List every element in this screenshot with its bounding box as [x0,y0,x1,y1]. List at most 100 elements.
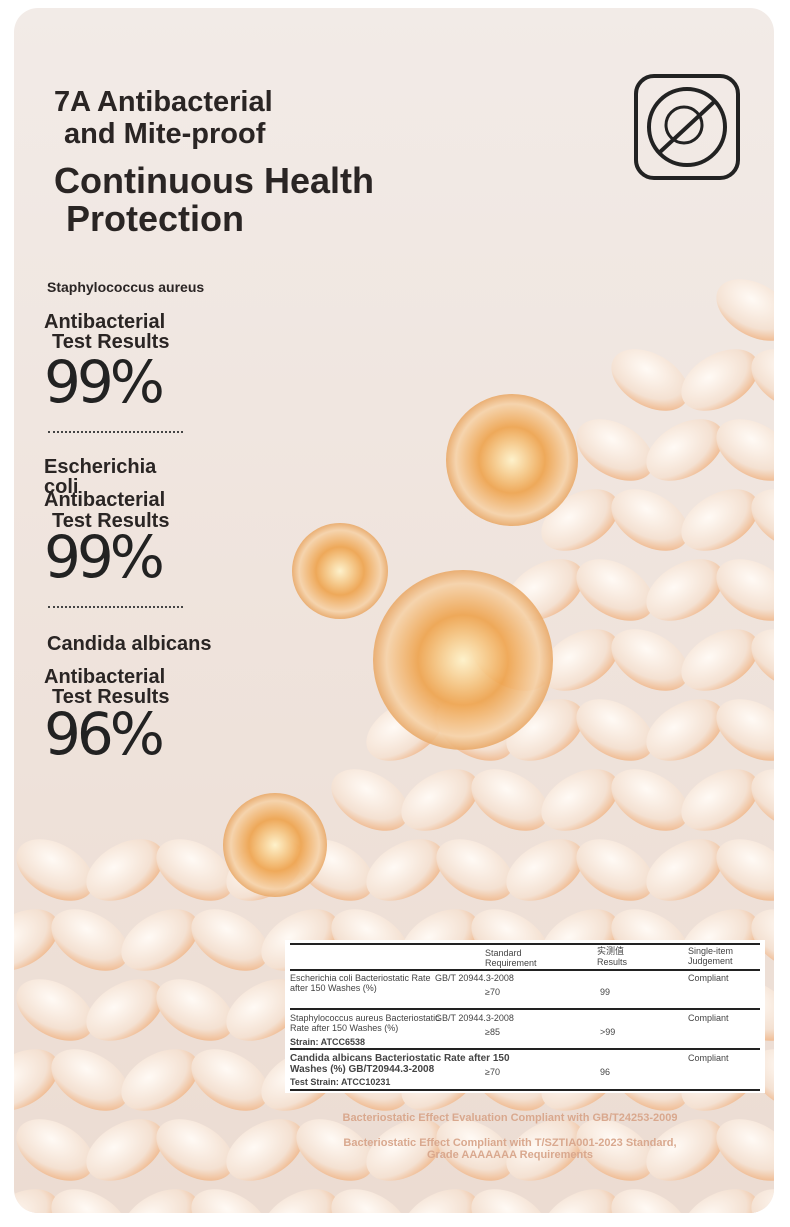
knit-decoration [86,1119,164,1181]
knit-decoration [751,769,774,831]
knit-decoration [541,769,619,831]
knit-decoration [16,839,94,901]
knit-decoration [681,489,759,551]
table-cell: GB/T 20944.3-2008 [435,973,514,983]
knit-decoration [51,1049,129,1111]
knit-decoration [681,349,759,411]
knit-decoration [156,1119,234,1181]
knit-decoration [16,1119,94,1181]
knit-decoration [16,979,94,1041]
knit-decoration [776,686,790,773]
knit-decoration [261,1189,339,1213]
knit-decoration [401,1189,479,1213]
table-cell: >99 [600,1027,616,1037]
label: Test Results [52,331,170,353]
knit-decoration [576,1119,654,1181]
knit-decoration [436,1119,514,1181]
knit-decoration [716,1119,774,1181]
title: 7A Antibacterial [54,86,273,118]
knit-decoration [776,966,790,1053]
result-value: 99% [44,348,165,416]
label: Antibacterial [44,489,166,511]
knit-decoration [226,1119,304,1181]
divider [48,431,183,433]
knit-decoration [296,1119,374,1181]
knit-decoration [646,699,724,761]
knit-decoration [576,699,654,761]
knit-decoration [776,1106,790,1193]
organism: Staphylococcus aureus [47,279,205,295]
knit-decoration [506,839,584,901]
knit-decoration [776,406,790,493]
knit-decoration [366,1119,444,1181]
table-cell: 99 [600,987,611,997]
table-cell: 96 [600,1067,611,1077]
table-cell: ≥70 [485,1067,500,1077]
knit-decoration [541,489,619,551]
knit-decoration [611,769,689,831]
table-cell: ≥85 [485,1027,500,1037]
table-cell: Candida albicans Bacteriostatic Rate aft… [290,1053,510,1075]
knit-decoration [191,1049,269,1111]
divider [48,606,183,608]
knit-decoration [646,559,724,621]
organism: Escherichia coli [44,456,157,498]
knit-decoration [716,839,774,901]
knit-decoration [646,839,724,901]
knit-decoration [611,629,689,691]
knit-decoration [646,419,724,481]
title: and Mite-proof [64,118,266,150]
table-header: Standard Requirement [485,948,537,968]
knit-decoration [751,489,774,551]
knit-decoration [121,909,199,971]
knit-decoration [86,979,164,1041]
knit-decoration [541,1189,619,1213]
table-cell: Strain: ATCC6538 [290,1037,366,1047]
knit-decoration [366,839,444,901]
knit-decoration [681,769,759,831]
table-header: 实测值 Results [597,946,628,967]
knit-decoration [576,559,654,621]
table-cell: Compliant [688,1013,729,1023]
knit-decoration [681,1189,759,1213]
label: Test Results [52,686,170,708]
knit-decoration [681,629,759,691]
table-cell: Compliant [688,1053,729,1063]
knit-decoration [716,559,774,621]
knit-decoration [471,769,549,831]
knit-decoration [716,419,774,481]
table-header: Single-item Judgement [688,946,734,966]
knit-decoration [776,266,790,353]
result-value: 96% [44,700,165,768]
headline: Protection [66,198,245,239]
label: Test Results [52,510,170,532]
knit-decoration [776,826,790,913]
result-value: 99% [44,523,165,591]
table-cell: GB/T 20944.3-2008 [435,1013,514,1023]
knit-decoration [576,419,654,481]
knit-decoration [716,279,774,341]
knit-decoration [751,629,774,691]
knit-decoration [751,349,774,411]
knit-decoration [751,909,774,971]
table-cell: Compliant [688,973,729,983]
knit-decoration [156,839,234,901]
knit-decoration [226,979,304,1041]
knit-decoration [576,839,654,901]
headline: Continuous Health [54,160,374,201]
label: Antibacterial [44,666,166,688]
table-cell: ≥70 [485,987,500,997]
table-cell: Test Strain: ATCC10231 [290,1077,391,1087]
knit-decoration [156,979,234,1041]
knit-decoration [191,909,269,971]
knit-decoration [86,839,164,901]
knit-decoration [611,1189,689,1213]
knit-decoration [611,349,689,411]
organism: Candida albicans [47,633,212,655]
knit-decoration [646,1119,724,1181]
knit-decoration [51,909,129,971]
knit-decoration [51,1189,129,1213]
test-report-table: Standard Requirement 实测值 Results Single-… [285,940,765,1093]
knit-decoration [471,1189,549,1213]
